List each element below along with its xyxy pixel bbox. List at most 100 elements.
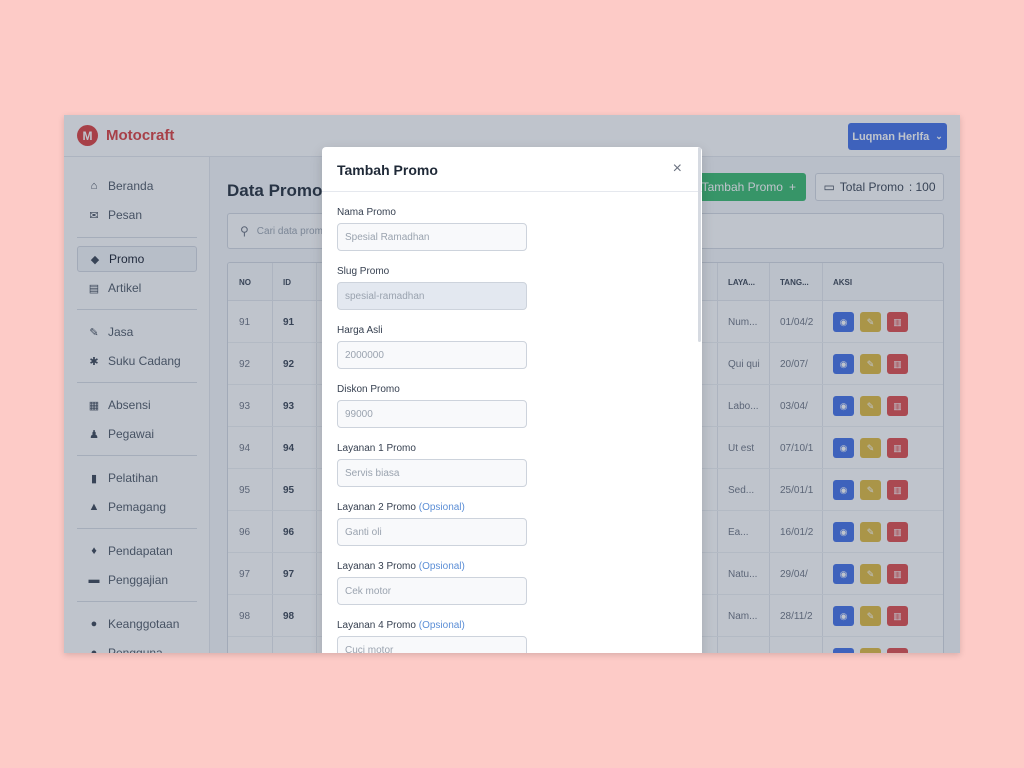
plus-icon: + (788, 180, 796, 194)
field-label-text: Layanan 1 Promo (337, 443, 416, 454)
trash-icon: ▥ (893, 653, 902, 654)
delete-button[interactable]: ▥ (887, 354, 908, 374)
table-cell-no: 94 (239, 442, 251, 454)
view-button[interactable]: ◉ (833, 312, 854, 332)
delete-button[interactable]: ▥ (887, 606, 908, 626)
column-header[interactable]: AKSI (833, 277, 853, 287)
field-label-text: Nama Promo (337, 207, 396, 218)
add-promo-button[interactable]: Tambah Promo + (688, 173, 806, 201)
user-name: Luqman Herlfa (852, 130, 930, 143)
brand-logo: M (77, 125, 98, 146)
close-icon[interactable]: × (672, 160, 682, 177)
column-header[interactable]: LAYA... (728, 277, 755, 287)
sidebar-item-penggajian[interactable]: ▬ Penggajian (77, 567, 197, 593)
view-button[interactable]: ◉ (833, 606, 854, 626)
sidebar-item-pelatihan[interactable]: ▮ Pelatihan (77, 465, 197, 491)
sidebar-item-label: Penggajian (108, 573, 169, 587)
sidebar-item-pegawai[interactable]: ♟ Pegawai (77, 421, 197, 447)
edit-button[interactable]: ✎ (860, 480, 881, 500)
sidebar-item-beranda[interactable]: ⌂ Beranda (77, 173, 197, 199)
view-button[interactable]: ◉ (833, 648, 854, 653)
delete-button[interactable]: ▥ (887, 480, 908, 500)
field-label: Layanan 3 Promo (Opsional) (337, 561, 465, 572)
edit-button[interactable]: ✎ (860, 606, 881, 626)
sidebar-item-pendapatan[interactable]: ♦ Pendapatan (77, 538, 197, 564)
add-promo-label: Tambah Promo (701, 180, 783, 194)
column-divider (769, 263, 770, 653)
column-divider (822, 263, 823, 653)
field-label-text: Slug Promo (337, 266, 390, 277)
column-divider (272, 263, 273, 653)
delete-button[interactable]: ▥ (887, 522, 908, 542)
view-button[interactable]: ◉ (833, 564, 854, 584)
sidebar-item-label: Pesan (108, 208, 143, 222)
edit-button[interactable]: ✎ (860, 564, 881, 584)
sidebar-item-label: Promo (109, 252, 145, 266)
brand[interactable]: M Motocraft (77, 125, 174, 146)
promo-field-input-6[interactable]: Ganti oli (337, 518, 527, 546)
sidebar-item-keanggotaan[interactable]: ● Keanggotaan (77, 611, 197, 637)
folder-icon: ▭ (823, 180, 835, 194)
user-tie-icon: ♟ (89, 428, 99, 441)
view-button[interactable]: ◉ (833, 354, 854, 374)
home-icon: ⌂ (90, 180, 98, 192)
edit-button[interactable]: ✎ (860, 522, 881, 542)
table-cell-tanggal: 07/10/1 (780, 442, 814, 454)
sidebar-item-jasa[interactable]: ✎ Jasa (77, 319, 197, 345)
optional-hint: (Opsional) (418, 561, 465, 572)
edit-button[interactable]: ✎ (860, 354, 881, 374)
table-cell-no: 93 (239, 400, 251, 412)
total-promo-label: Total Promo (839, 180, 904, 194)
delete-button[interactable]: ▥ (887, 648, 908, 653)
user-menu-button[interactable]: Luqman Herlfa ⌄ (848, 123, 947, 150)
promo-field-input-1[interactable]: Spesial Ramadhan (337, 223, 527, 251)
column-header[interactable]: TANG... (780, 277, 809, 287)
promo-field-input-5[interactable]: Servis biasa (337, 459, 527, 487)
edit-button[interactable]: ✎ (860, 396, 881, 416)
edit-button[interactable]: ✎ (860, 312, 881, 332)
delete-button[interactable]: ▥ (887, 312, 908, 332)
table-cell-id: 97 (283, 568, 295, 580)
field-label-text: Harga Asli (337, 325, 383, 336)
promo-field-input-3[interactable]: 2000000 (337, 341, 527, 369)
promo-field-input-7[interactable]: Cek motor (337, 577, 527, 605)
edit-button[interactable]: ✎ (860, 648, 881, 653)
edit-icon: ✎ (866, 526, 875, 537)
eye-icon: ◉ (839, 442, 848, 453)
view-button[interactable]: ◉ (833, 396, 854, 416)
view-button[interactable]: ◉ (833, 480, 854, 500)
table-cell-id: 96 (283, 526, 295, 538)
table-row[interactable]: ◉ ✎ ▥ (228, 637, 943, 653)
sidebar-item-absensi[interactable]: ▦ Absensi (77, 392, 197, 418)
delete-button[interactable]: ▥ (887, 396, 908, 416)
trash-icon: ▥ (893, 400, 902, 411)
promo-field-input-8[interactable]: Cuci motor (337, 636, 527, 653)
sidebar-item-pemagang[interactable]: ▲ Pemagang (77, 494, 197, 520)
table-cell-layanan: Ut est (728, 442, 755, 454)
total-promo-value: : 100 (908, 180, 936, 194)
modal-scrollbar[interactable] (698, 147, 701, 342)
edit-button[interactable]: ✎ (860, 438, 881, 458)
input-placeholder: Spesial Ramadhan (345, 231, 430, 243)
sidebar-item-pesan[interactable]: ✉ Pesan (77, 202, 197, 228)
field-label: Harga Asli (337, 325, 383, 336)
field-label: Diskon Promo (337, 384, 400, 395)
eye-icon: ◉ (839, 526, 848, 537)
column-header[interactable]: ID (283, 277, 291, 287)
column-header[interactable]: NO (239, 277, 251, 287)
delete-button[interactable]: ▥ (887, 438, 908, 458)
sidebar-item-pengguna[interactable]: ● Pengguna (77, 640, 197, 653)
field-label-text: Layanan 2 Promo (337, 502, 416, 513)
sidebar-item-suku-cadang[interactable]: ✱ Suku Cadang (77, 348, 197, 374)
sidebar-item-promo[interactable]: ◆ Promo (77, 246, 197, 272)
table-cell-id: 98 (283, 610, 295, 622)
eye-icon: ◉ (839, 316, 848, 327)
delete-button[interactable]: ▥ (887, 564, 908, 584)
promo-field-input-4[interactable]: 99000 (337, 400, 527, 428)
view-button[interactable]: ◉ (833, 522, 854, 542)
view-button[interactable]: ◉ (833, 438, 854, 458)
chevron-down-icon: ⌄ (935, 131, 943, 141)
table-cell-layanan: Sed... (728, 484, 755, 496)
optional-hint: (Opsional) (418, 502, 465, 513)
sidebar-item-artikel[interactable]: ▤ Artikel (77, 275, 197, 301)
